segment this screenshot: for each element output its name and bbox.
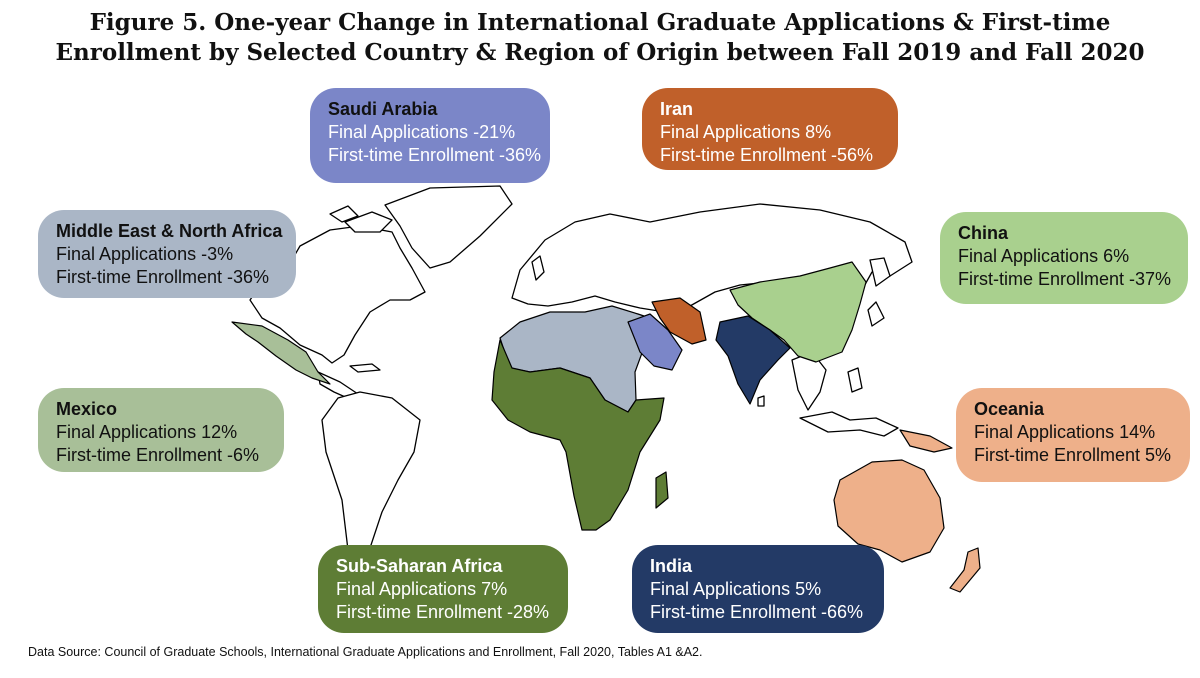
caribbean — [349, 363, 381, 373]
callout-china: China Final Applications 6% First-time E… — [940, 212, 1188, 304]
india-shape — [715, 315, 791, 405]
callout-iran: Iran Final Applications 8% First-time En… — [642, 88, 898, 170]
new-zealand-shape — [949, 547, 981, 593]
callout-india: India Final Applications 5% First-time E… — [632, 545, 884, 633]
callout-mexico: Mexico Final Applications 12% First-time… — [38, 388, 284, 472]
callout-middle-east-north-africa: Middle East & North Africa Final Applica… — [38, 210, 296, 298]
callout-name: Saudi Arabia — [328, 99, 438, 119]
callout-applications: Final Applications 12% — [56, 422, 238, 442]
philippines — [847, 367, 863, 393]
callout-applications: Final Applications -3% — [56, 244, 234, 264]
callout-name: Mexico — [56, 399, 118, 419]
callout-enrollment: First-time Enrollment -66% — [650, 602, 864, 622]
japan — [867, 301, 885, 327]
callout-applications: Final Applications -21% — [328, 122, 516, 142]
callout-enrollment: First-time Enrollment -36% — [328, 145, 542, 165]
madagascar-shape — [655, 471, 669, 509]
iran-shape — [651, 297, 707, 345]
new-guinea-shape — [899, 429, 953, 453]
callout-enrollment: First-time Enrollment -56% — [660, 145, 874, 165]
arctic-islands-2 — [329, 205, 359, 223]
australia-shape — [833, 459, 945, 563]
greenland — [384, 185, 513, 269]
callout-applications: Final Applications 5% — [650, 579, 822, 599]
sri-lanka — [757, 395, 765, 407]
data-source-note: Data Source: Council of Graduate Schools… — [28, 645, 703, 659]
united-kingdom — [531, 255, 545, 281]
callout-applications: Final Applications 8% — [660, 122, 832, 142]
callout-name: Sub-Saharan Africa — [336, 556, 503, 576]
callout-enrollment: First-time Enrollment -6% — [56, 445, 260, 465]
callout-saudi-arabia: Saudi Arabia Final Applications -21% Fir… — [310, 88, 550, 183]
callout-name: India — [650, 556, 693, 576]
callout-name: Iran — [660, 99, 694, 119]
title-line-1: Figure 5. One-year Change in Internation… — [89, 9, 1111, 36]
callout-enrollment: First-time Enrollment -37% — [958, 269, 1172, 289]
callout-enrollment: First-time Enrollment 5% — [974, 445, 1172, 465]
saudi-arabia-shape — [627, 313, 683, 371]
callout-oceania: Oceania Final Applications 14% First-tim… — [956, 388, 1190, 482]
callout-applications: Final Applications 6% — [958, 246, 1130, 266]
callout-applications: Final Applications 7% — [336, 579, 508, 599]
callout-enrollment: First-time Enrollment -36% — [56, 267, 270, 287]
callout-name: China — [958, 223, 1009, 243]
arctic-islands — [344, 211, 393, 233]
ssa-shape — [491, 339, 665, 531]
callout-sub-saharan-africa: Sub-Saharan Africa Final Applications 7%… — [318, 545, 568, 633]
figure-title: Figure 5. One-year Change in Internation… — [0, 8, 1200, 68]
title-line-2: Enrollment by Selected Country & Region … — [55, 39, 1145, 66]
mexico-shape — [231, 321, 331, 385]
callout-name: Middle East & North Africa — [56, 221, 283, 241]
indonesia — [799, 411, 899, 437]
kamchatka — [869, 257, 891, 287]
callout-name: Oceania — [974, 399, 1045, 419]
callout-applications: Final Applications 14% — [974, 422, 1156, 442]
callout-enrollment: First-time Enrollment -28% — [336, 602, 550, 622]
